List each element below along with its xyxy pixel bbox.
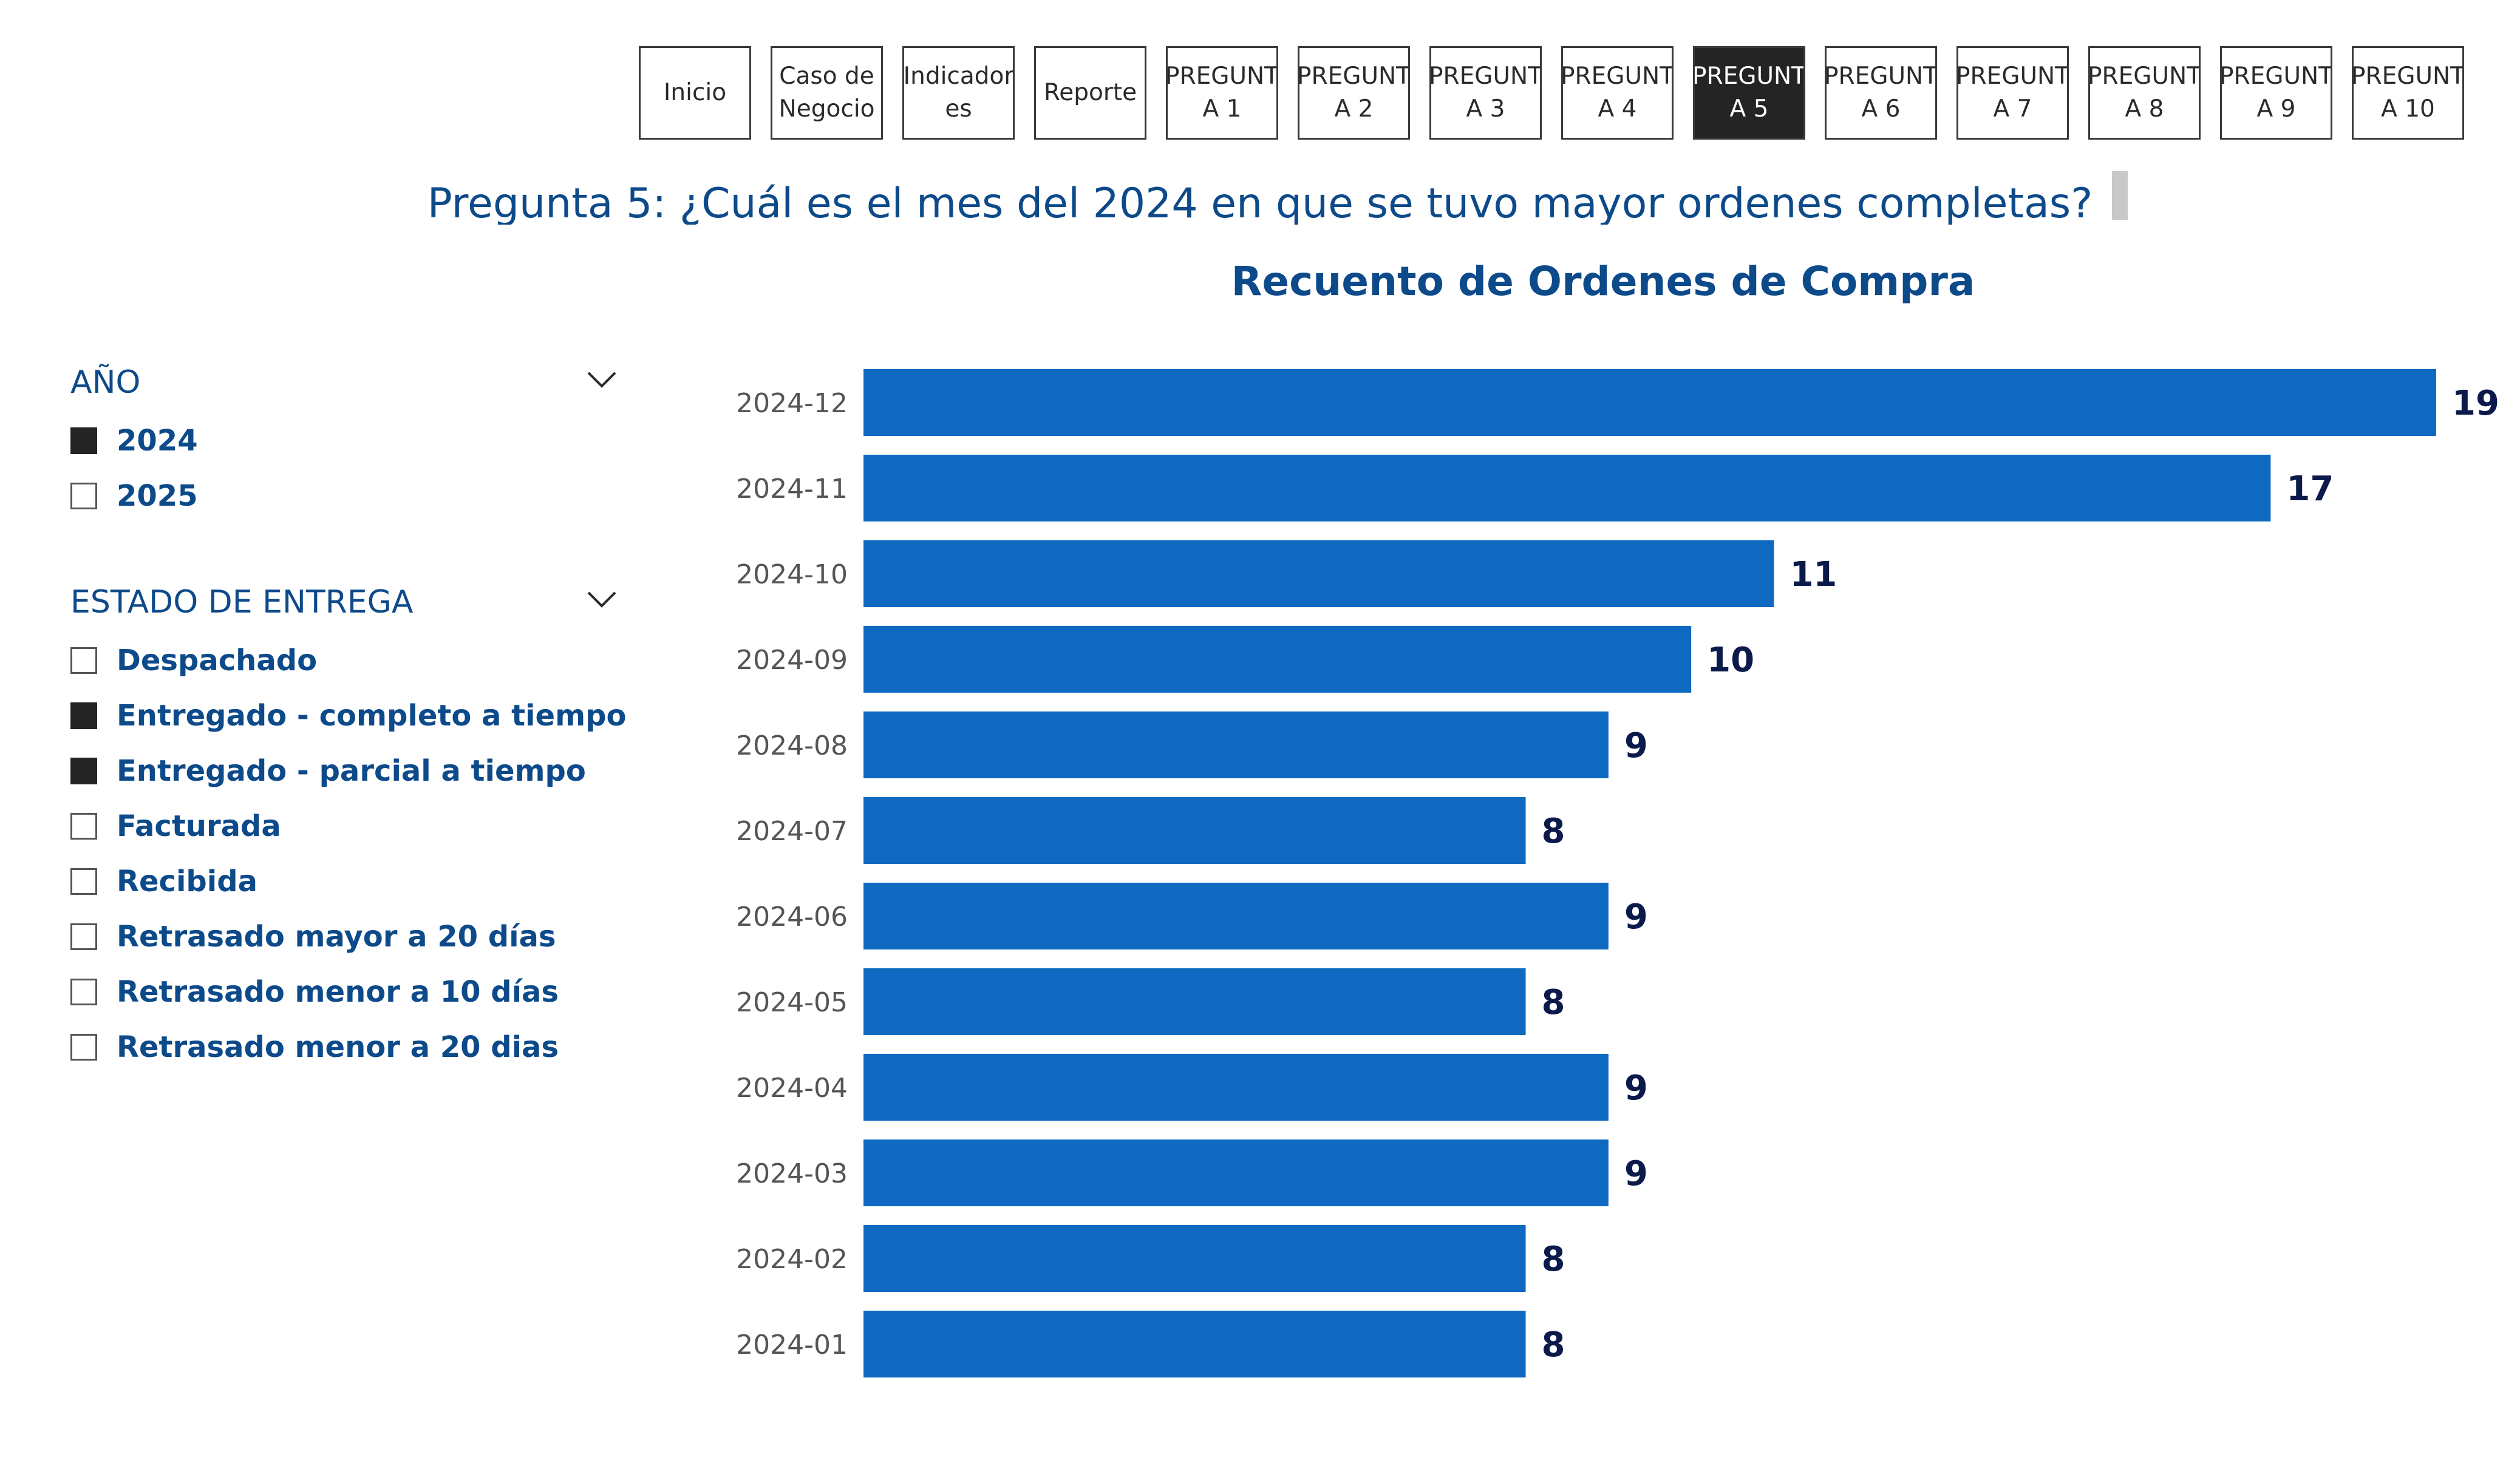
delivery-state-slicer-item-label: Entregado - parcial a tiempo: [117, 753, 586, 788]
data-label: 17: [2286, 469, 2334, 509]
checkbox[interactable]: [70, 427, 97, 454]
bar-2024-10[interactable]: [863, 540, 1774, 607]
delivery-state-slicer-item-label: Retrasado mayor a 20 días: [117, 919, 556, 954]
category-label: 2024-12: [736, 388, 848, 419]
delivery-state-slicer-item[interactable]: Despachado: [70, 633, 617, 688]
year-slicer-item[interactable]: 2025: [70, 468, 617, 523]
checkbox[interactable]: [70, 757, 97, 784]
bar-2024-07[interactable]: [863, 797, 1526, 864]
bar-2024-05[interactable]: [863, 968, 1526, 1035]
delivery-state-slicer-item-label: Facturada: [117, 809, 281, 843]
year-slicer-item[interactable]: 2024: [70, 413, 617, 468]
checkbox[interactable]: [70, 978, 97, 1005]
delivery-state-slicer: ESTADO DE ENTREGA Despachado Entregado - …: [70, 584, 626, 1075]
delivery-state-slicer-item[interactable]: Retrasado mayor a 20 días: [70, 909, 617, 964]
category-label: 2024-05: [736, 987, 848, 1018]
data-label: 9: [1624, 726, 1648, 766]
year-slicer-title: AÑO: [70, 364, 141, 401]
delivery-state-slicer-header[interactable]: ESTADO DE ENTREGA: [70, 584, 617, 627]
category-label: 2024-11: [736, 474, 848, 504]
bar-2024-04[interactable]: [863, 1054, 1609, 1121]
data-label: 8: [1542, 983, 1565, 1022]
bar-2024-08[interactable]: [863, 712, 1609, 778]
delivery-state-slicer-item-label: Retrasado menor a 10 días: [117, 974, 559, 1009]
delivery-state-slicer-item-label: Recibida: [117, 864, 257, 898]
nav-button-6[interactable]: PREGUNT A 2: [1298, 46, 1410, 140]
bar-2024-09[interactable]: [863, 626, 1692, 693]
delivery-state-slicer-item[interactable]: Entregado - completo a tiempo: [70, 688, 626, 743]
nav-button-5[interactable]: PREGUNT A 1: [1166, 46, 1278, 140]
nav-button-13[interactable]: PREGUNT A 9: [2220, 46, 2332, 140]
category-label: 2024-04: [736, 1073, 848, 1104]
bar-2024-01[interactable]: [863, 1311, 1526, 1377]
category-label: 2024-09: [736, 645, 848, 676]
nav-button-4[interactable]: Reporte: [1034, 46, 1146, 140]
delivery-state-slicer-item-label: Entregado - completo a tiempo: [117, 698, 627, 733]
category-label: 2024-01: [736, 1330, 848, 1360]
checkbox[interactable]: [70, 1033, 97, 1061]
data-label: 19: [2452, 384, 2499, 423]
scroll-indicator: [2112, 171, 2128, 220]
nav-button-9[interactable]: PREGUNT A 5: [1693, 46, 1805, 140]
chevron-down-icon[interactable]: [587, 590, 617, 608]
delivery-state-slicer-items: Despachado Entregado - completo a tiempo E…: [70, 633, 626, 1075]
delivery-state-slicer-item-label: Despachado: [117, 643, 318, 678]
nav-button-10[interactable]: PREGUNT A 6: [1825, 46, 1937, 140]
data-label: 8: [1542, 1325, 1565, 1365]
delivery-state-slicer-item-label: Retrasado menor a 20 dias: [117, 1030, 559, 1064]
category-label: 2024-08: [736, 730, 848, 761]
bar-2024-11[interactable]: [863, 455, 2271, 521]
category-label: 2024-10: [736, 559, 848, 590]
data-label: 8: [1542, 1240, 1565, 1279]
nav-button-14[interactable]: PREGUNT A 10: [2352, 46, 2464, 140]
data-label: 10: [1707, 640, 1754, 680]
data-label: 8: [1542, 812, 1565, 851]
nav-button-7[interactable]: PREGUNT A 3: [1429, 46, 1542, 140]
nav-button-2[interactable]: Caso de Negocio: [771, 46, 883, 140]
delivery-state-slicer-item[interactable]: Retrasado menor a 20 dias: [70, 1019, 617, 1075]
checkbox[interactable]: [70, 812, 97, 840]
question-title: Pregunta 5: ¿Cuál es el mes del 2024 en …: [427, 180, 2093, 225]
bar-2024-06[interactable]: [863, 883, 1609, 949]
data-label: 9: [1624, 1154, 1648, 1194]
nav-button-11[interactable]: PREGUNT A 7: [1956, 46, 2069, 140]
bar-2024-02[interactable]: [863, 1225, 1526, 1292]
nav-button-12[interactable]: PREGUNT A 8: [2088, 46, 2201, 140]
checkbox[interactable]: [70, 702, 97, 729]
delivery-state-slicer-item[interactable]: Retrasado menor a 10 días: [70, 964, 617, 1019]
year-slicer-item-label: 2025: [117, 478, 198, 513]
chart-title: Recuento de Ordenes de Compra: [1231, 258, 1975, 305]
year-slicer-items: 2024 2025: [70, 413, 617, 523]
category-label: 2024-06: [736, 902, 848, 932]
year-slicer-item-label: 2024: [117, 423, 198, 458]
bar-2024-12[interactable]: [863, 369, 2436, 436]
page-navigation: Inicio Caso de Negocio Indicador es Reporte…: [639, 46, 2464, 140]
delivery-state-slicer-title: ESTADO DE ENTREGA: [70, 584, 414, 620]
data-label: 11: [1790, 555, 1837, 594]
checkbox[interactable]: [70, 923, 97, 950]
nav-button-8[interactable]: PREGUNT A 4: [1561, 46, 1674, 140]
delivery-state-slicer-item[interactable]: Facturada: [70, 798, 617, 854]
delivery-state-slicer-item[interactable]: Entregado - parcial a tiempo: [70, 743, 617, 798]
category-label: 2024-07: [736, 816, 848, 847]
year-slicer-header[interactable]: AÑO: [70, 364, 617, 407]
bar-2024-03[interactable]: [863, 1139, 1609, 1206]
nav-button-1[interactable]: Inicio: [639, 46, 751, 140]
category-label: 2024-03: [736, 1158, 848, 1189]
checkbox[interactable]: [70, 868, 97, 895]
delivery-state-slicer-item[interactable]: Recibida: [70, 854, 617, 909]
nav-button-3[interactable]: Indicador es: [902, 46, 1015, 140]
checkbox[interactable]: [70, 647, 97, 674]
category-label: 2024-02: [736, 1244, 848, 1275]
data-label: 9: [1624, 1068, 1648, 1108]
chevron-down-icon[interactable]: [587, 370, 617, 389]
data-label: 9: [1624, 897, 1648, 937]
checkbox[interactable]: [70, 482, 97, 509]
year-slicer: AÑO 2024 2025: [70, 364, 617, 523]
